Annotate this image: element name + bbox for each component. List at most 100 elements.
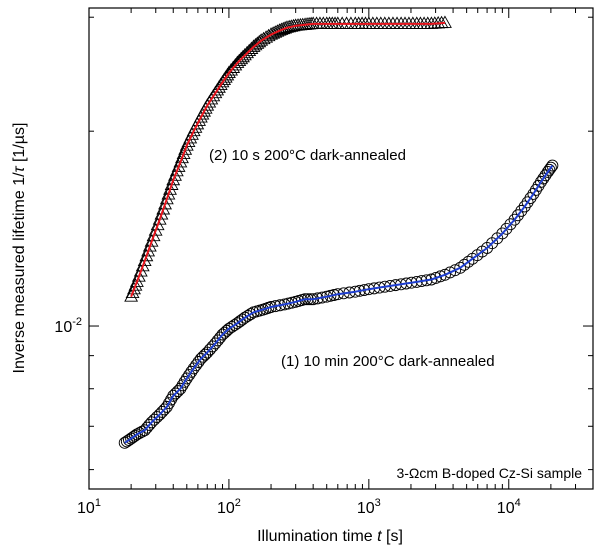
data-point-triangle [236,49,250,63]
annotation-series1: (1) 10 min 200°C dark-annealed [281,353,495,370]
data-point-circle [521,196,534,209]
data-point-triangle [438,15,452,28]
data-point-circle [167,389,180,402]
series-1 [118,159,559,449]
data-point-circle [429,271,442,284]
y-tick-label: 10-2 [54,316,82,336]
data-point-triangle [159,191,174,205]
data-point-circle [197,350,209,363]
data-point-triangle [178,142,193,155]
data-point-triangle [141,243,156,257]
data-point-triangle [381,16,396,29]
data-point-triangle [168,168,182,181]
data-point-triangle [369,16,384,29]
data-point-circle [183,369,196,382]
data-point-triangle [127,281,141,295]
annotation-sample: 3-Ωcm B-doped Cz-Si sample [396,465,582,481]
data-point-triangle [163,182,177,195]
data-point-circle [544,161,557,174]
data-point-triangle [125,285,140,298]
data-point-triangle [173,154,188,168]
data-point-circle [190,359,203,372]
data-point-circle [496,227,509,240]
data-point-triangle [246,39,261,52]
data-point-triangle [252,34,267,48]
data-point-circle [449,264,462,277]
data-point-circle [541,166,554,178]
y-axis-label: Inverse measured lifetime 1/τ [1/µs] [11,123,28,374]
data-point-triangle [161,187,176,200]
data-point-circle [118,436,131,449]
data-point-triangle [139,248,154,262]
x-tick-label: 102 [217,497,241,517]
data-point-circle [265,301,277,313]
x-axis-label: Illumination time t [s] [257,528,403,545]
data-point-circle [444,266,457,279]
data-point-triangle [226,60,241,73]
data-point-triangle [385,16,400,29]
data-point-circle [194,352,207,365]
data-point-circle [120,435,133,448]
data-point-circle [165,393,178,406]
x-tick-label: 101 [77,497,101,517]
data-point-circle [169,387,182,400]
x-tick-label: 103 [357,497,381,517]
data-point-circle [535,175,547,188]
data-point-triangle [339,16,354,29]
data-point-triangle [164,177,179,190]
tick-labels: 101 102 103 104 10-2 [54,316,520,517]
data-point-triangle [176,146,191,159]
axis-ticks [88,8,594,489]
data-point-triangle [248,37,263,51]
data-point-circle [127,431,140,444]
data-point-triangle [142,239,157,252]
data-point-triangle [373,16,388,29]
data-point-circle [160,400,173,413]
data-point-triangle [228,58,243,71]
series-2 [124,15,452,302]
data-point-circle [518,200,531,213]
data-point-circle [187,362,200,375]
data-point-triangle [240,45,254,59]
data-point-triangle [137,253,152,267]
data-point-triangle [169,163,184,177]
data-point-circle [123,434,135,446]
data-point-circle [274,299,287,312]
data-point-circle [511,209,524,222]
data-point-circle [185,365,198,378]
data-point-circle [269,300,282,313]
data-point-triangle [166,172,181,186]
data-point-triangle [171,159,186,172]
data-point-circle [543,163,556,176]
data-point-circle [174,382,187,395]
data-point-circle [180,372,193,385]
data-point-circle [458,258,471,271]
data-point-triangle [224,63,238,76]
x-tick-label: 104 [497,497,521,517]
data-point-circle [158,403,171,416]
fit-line [124,164,554,444]
data-point-circle [537,172,550,185]
data-point-triangle [390,16,404,29]
data-point-circle [163,397,175,410]
data-point-circle [238,311,251,324]
data-point-circle [504,218,517,231]
data-point-triangle [128,278,143,291]
data-point-circle [500,222,513,235]
series-layer [118,15,559,449]
plot-frame [88,7,594,490]
data-point-circle [524,192,537,205]
data-point-circle [176,379,189,392]
data-point-triangle [175,150,189,164]
data-point-triangle [377,16,392,29]
data-point-triangle [221,65,236,78]
data-point-circle [178,375,191,388]
data-point-triangle [124,289,139,302]
data-point-triangle [250,36,265,49]
data-point-circle [546,159,559,172]
fit-line [130,21,446,298]
data-point-circle [515,204,528,217]
data-point-circle [462,255,475,268]
data-point-circle [214,331,227,344]
